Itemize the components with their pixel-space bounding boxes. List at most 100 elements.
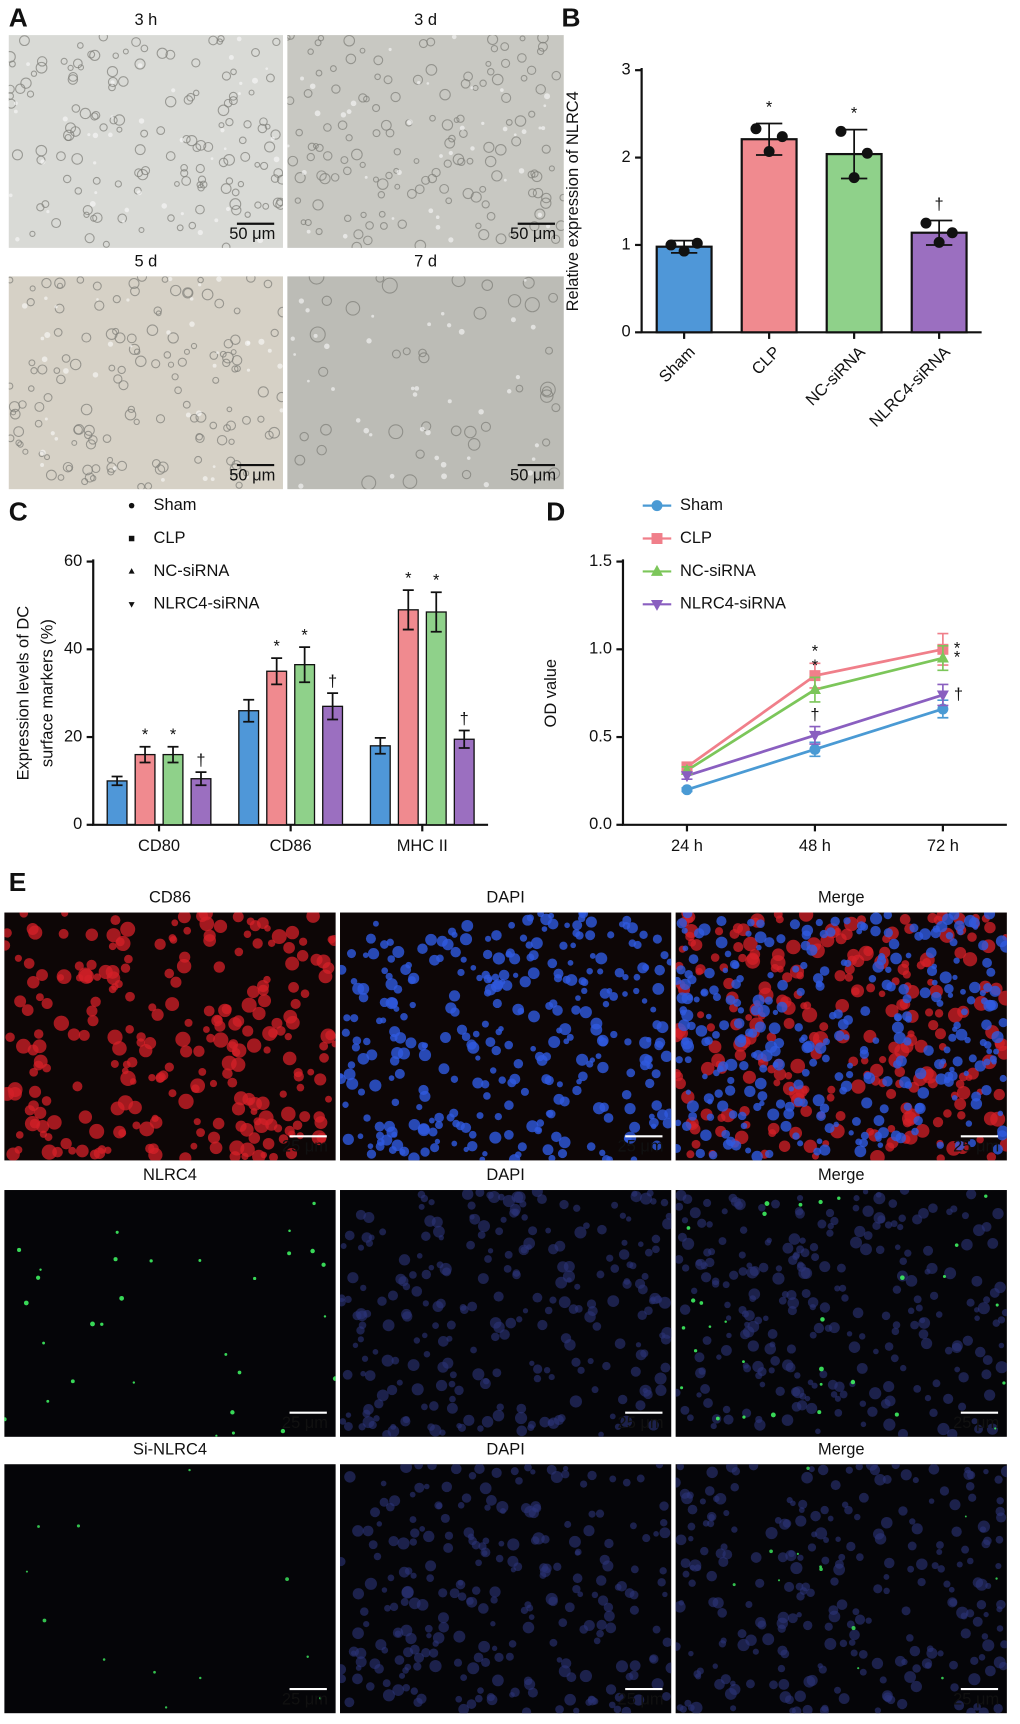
cell — [700, 1262, 708, 1270]
cell — [819, 1366, 824, 1372]
cell — [598, 1431, 604, 1437]
cell — [5, 1032, 15, 1042]
cell — [585, 1698, 593, 1706]
image-title: Si-NLRC4 — [133, 1440, 207, 1458]
cell — [541, 926, 548, 932]
cell — [595, 1509, 605, 1518]
cell — [579, 1669, 593, 1683]
cell — [866, 983, 876, 993]
cell — [869, 1387, 882, 1400]
cell — [482, 1377, 490, 1385]
cell — [359, 1607, 369, 1616]
cell — [209, 1141, 223, 1155]
cell — [995, 935, 1007, 948]
micrograph-texture — [290, 276, 561, 490]
cell — [755, 1578, 765, 1588]
cell — [539, 1572, 547, 1579]
cell — [310, 953, 323, 966]
cell — [364, 1577, 378, 1590]
cell — [704, 967, 715, 979]
cell — [296, 1083, 305, 1092]
cell — [228, 91, 238, 101]
cell — [902, 994, 912, 1004]
cell — [362, 952, 369, 958]
cell — [340, 1674, 347, 1684]
cell — [230, 68, 237, 76]
cell — [974, 1424, 983, 1434]
cell — [591, 1591, 599, 1599]
cell — [478, 1640, 491, 1653]
cell — [700, 1061, 715, 1076]
cell — [606, 1254, 614, 1262]
cell — [299, 1111, 311, 1122]
cell — [693, 928, 705, 939]
cell — [501, 980, 513, 991]
cell — [357, 1088, 366, 1096]
cell — [894, 1014, 902, 1022]
cell — [770, 1356, 781, 1366]
cell — [168, 276, 173, 282]
scale-bar-label: 25 μm — [953, 1690, 999, 1708]
cell — [203, 934, 217, 947]
cell — [934, 1009, 944, 1018]
cell — [652, 982, 665, 995]
cell — [27, 976, 40, 989]
cell — [960, 988, 966, 995]
cell — [176, 959, 192, 974]
legend-marker — [128, 568, 135, 574]
cell — [138, 118, 145, 124]
cell — [182, 287, 194, 299]
cell — [481, 200, 490, 209]
cell — [662, 1218, 672, 1230]
micrograph-texture — [25, 1468, 322, 1709]
x-tick-label: NLRC4-siRNA — [866, 343, 954, 431]
cell — [235, 1120, 247, 1132]
cell — [40, 336, 45, 341]
cell — [648, 1297, 656, 1305]
cell — [448, 990, 461, 1002]
cell — [437, 1336, 449, 1347]
cell — [653, 1531, 659, 1537]
cell — [210, 157, 214, 161]
cell — [416, 1104, 423, 1111]
cell — [998, 1342, 1005, 1349]
cell — [91, 110, 101, 120]
cell — [475, 222, 482, 229]
cell — [836, 1599, 848, 1610]
cell — [995, 1303, 999, 1307]
cell — [426, 1632, 432, 1639]
cell — [449, 1395, 456, 1403]
cell — [467, 1201, 476, 1210]
cell — [319, 1041, 329, 1051]
cell — [680, 1558, 691, 1569]
cell — [558, 1296, 571, 1309]
cell — [714, 927, 724, 936]
cell — [654, 1372, 667, 1385]
cell — [544, 93, 551, 100]
cell — [310, 1248, 315, 1254]
cell — [308, 276, 325, 285]
y-axis-label: Relative expression of NLRC4 — [564, 91, 582, 311]
cell — [26, 62, 30, 66]
micrograph-texture — [4, 912, 336, 1161]
cell — [706, 1023, 716, 1032]
cell — [269, 1152, 278, 1161]
cell — [913, 1295, 922, 1304]
cell — [486, 67, 495, 76]
cell — [610, 1030, 618, 1039]
cell — [36, 56, 48, 67]
cell — [294, 172, 306, 184]
cell — [37, 1525, 40, 1528]
cell — [641, 998, 648, 1004]
cell — [718, 1237, 727, 1245]
cell — [198, 283, 202, 287]
cell — [36, 969, 48, 982]
cell — [971, 1275, 983, 1287]
cell — [312, 199, 324, 211]
cell — [925, 1008, 934, 1017]
cell — [786, 1289, 797, 1301]
cell — [390, 91, 401, 103]
cell — [409, 1001, 416, 1009]
micrograph — [675, 1190, 1007, 1437]
cell — [43, 393, 53, 402]
